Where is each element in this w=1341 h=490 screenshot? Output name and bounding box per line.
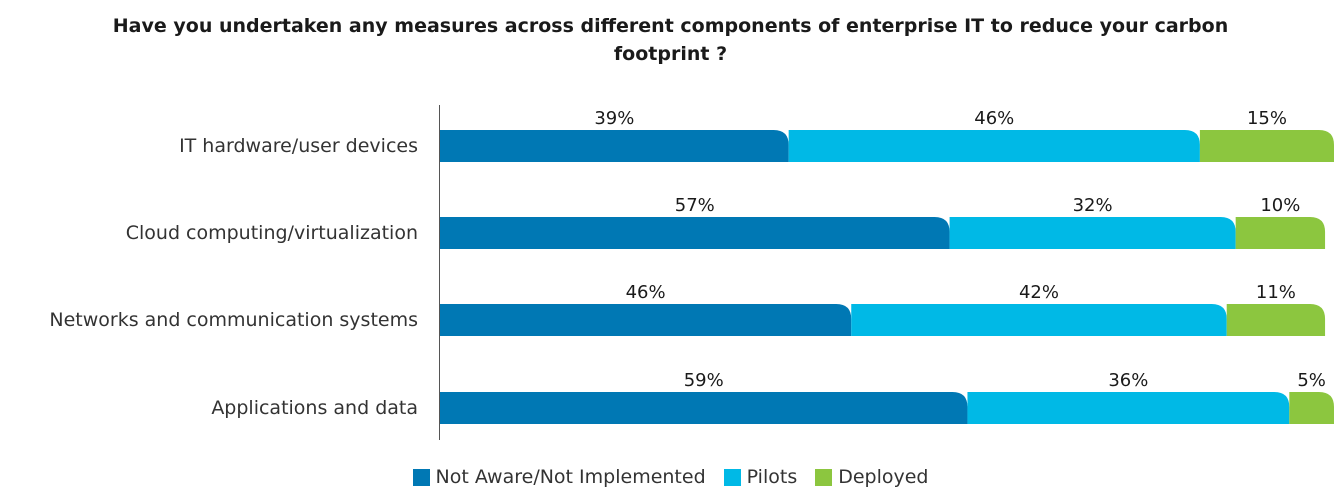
legend-label: Not Aware/Not Implemented (435, 466, 706, 488)
stacked-bar-chart: IT hardware/user devices 39% 46% 15% Cloud c… (49, 105, 1334, 440)
data-label: 11% (1256, 282, 1296, 303)
legend-item: Deployed (815, 466, 929, 488)
bar-segment (788, 130, 1200, 162)
bar-segment (949, 217, 1236, 249)
legend-label: Pilots (746, 466, 798, 488)
legend-label: Deployed (838, 466, 929, 488)
bar-segment (440, 304, 852, 336)
bar-segment (967, 392, 1290, 424)
category-label: Networks and communication systems (49, 309, 418, 331)
data-label: 32% (1073, 195, 1113, 216)
data-label: 42% (1019, 282, 1059, 303)
data-label: 46% (974, 108, 1014, 129)
bars-group (440, 130, 1334, 424)
data-label: 57% (675, 195, 715, 216)
bar-segment (1235, 217, 1326, 249)
data-label: 39% (594, 108, 634, 129)
category-label: Cloud computing/virtualization (126, 222, 418, 244)
bar-segment (440, 130, 789, 162)
bar-segment (1226, 304, 1326, 336)
bar-segment (1289, 392, 1334, 424)
chart-title: Have you undertaken any measures across … (112, 15, 1229, 65)
legend-swatch (723, 468, 741, 486)
legend-item: Not Aware/Not Implemented (412, 466, 706, 488)
legend-swatch (412, 468, 430, 486)
legend-item: Pilots (723, 466, 798, 488)
bar-segment (440, 392, 968, 424)
bar-segment (1199, 130, 1334, 162)
data-label: 46% (626, 282, 666, 303)
legend-swatch (815, 468, 833, 486)
data-label: 36% (1108, 370, 1148, 391)
category-label: Applications and data (211, 397, 418, 419)
bar-segment (440, 217, 950, 249)
category-label: IT hardware/user devices (179, 135, 418, 157)
legend: Not Aware/Not Implemented Pilots Deployed (0, 466, 1341, 488)
labels-group: IT hardware/user devices 39% 46% 15% Cloud c… (49, 108, 1326, 419)
data-label: 5% (1297, 370, 1326, 391)
data-label: 15% (1247, 108, 1287, 129)
data-label: 10% (1260, 195, 1300, 216)
data-label: 59% (684, 370, 724, 391)
bar-segment (851, 304, 1227, 336)
